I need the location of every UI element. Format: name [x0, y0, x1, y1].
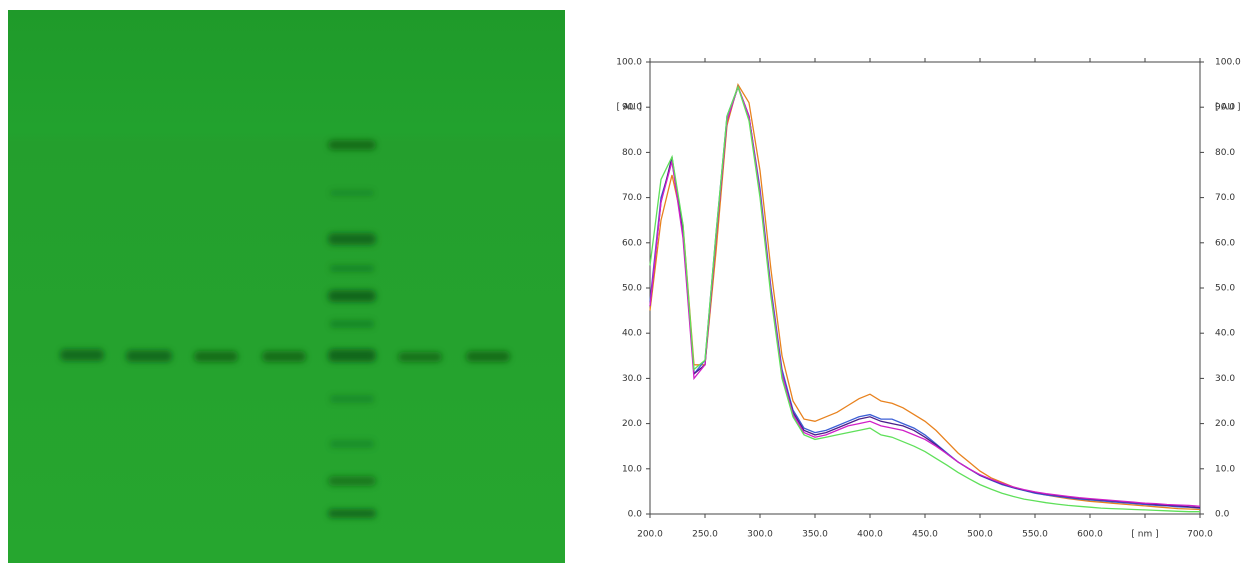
- y2-tick-label: 70.0: [1215, 193, 1235, 203]
- y2-tick-label: 20.0: [1215, 419, 1235, 429]
- spectrum-chart: 0.0 0.0 10.0 10.0 20.0 20.0 30.0 30.0 40.0 40.0 50…: [616, 58, 1241, 540]
- x-tick-label: 350.0: [802, 530, 828, 540]
- spectrum-line: [649, 82, 1201, 511]
- x-tick-label: 450.0: [912, 530, 938, 540]
- y-tick-label: 70.0: [622, 193, 642, 203]
- y-tick-label: 50.0: [622, 284, 642, 294]
- y2-tick-label: 60.0: [1215, 238, 1235, 248]
- x-tick-label: 600.0: [1077, 530, 1103, 540]
- y2-tick-label: 40.0: [1215, 329, 1235, 339]
- x-tick-label: 250.0: [692, 530, 718, 540]
- y-tick-label: 90.0: [622, 103, 642, 113]
- x-tick-label: [ nm ]: [1131, 530, 1158, 540]
- x-tick-label: 500.0: [967, 530, 993, 540]
- x-tick-label: 700.0: [1187, 530, 1213, 540]
- y-tick-label: 40.0: [622, 329, 642, 339]
- y2-tick-label: 30.0: [1215, 374, 1235, 384]
- bands: [60, 140, 510, 518]
- y2-tick-label: 10.0: [1215, 464, 1235, 474]
- x-tick-label: 400.0: [857, 530, 883, 540]
- tlc-plate: [8, 10, 565, 563]
- y2-tick-label: 0.0: [1215, 510, 1230, 520]
- y-tick-label: 30.0: [622, 374, 642, 384]
- y-tick-label: 100.0: [616, 58, 642, 68]
- spectrum-line: [649, 84, 1200, 513]
- y-tick-label: 0.0: [628, 510, 643, 520]
- y2-axis-label: [ AU ]: [1215, 103, 1241, 113]
- y2-tick-label: 50.0: [1215, 284, 1235, 294]
- y-tick-label: 10.0: [622, 464, 642, 474]
- x-tick-label: 200.0: [637, 530, 663, 540]
- y-tick-label: 60.0: [622, 238, 642, 248]
- y-axis-label: [ AU ]: [617, 103, 643, 113]
- y2-tick-label: 100.0: [1215, 58, 1241, 68]
- y2-tick-label: 80.0: [1215, 148, 1235, 158]
- y-tick-label: 80.0: [622, 148, 642, 158]
- x-tick-label: 300.0: [747, 530, 773, 540]
- x-tick-label: 550.0: [1022, 530, 1048, 540]
- y-tick-label: 20.0: [622, 419, 642, 429]
- plate-background: [8, 10, 565, 563]
- y2-tick-label: 90.0: [1215, 103, 1235, 113]
- plot-frame: [649, 61, 1201, 515]
